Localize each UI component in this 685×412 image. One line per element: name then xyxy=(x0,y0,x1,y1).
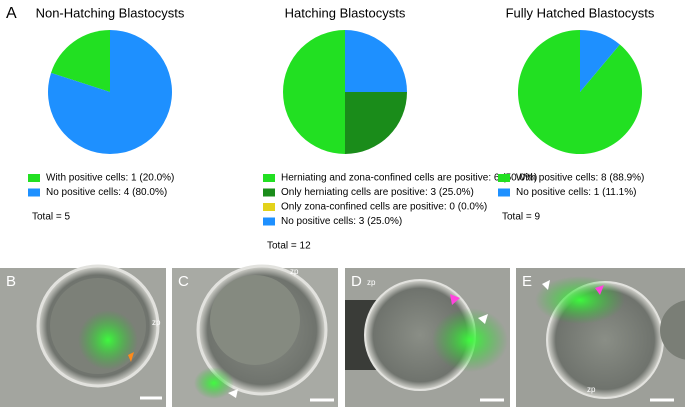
total-note: Total = 5 xyxy=(32,212,71,223)
total-note: Total = 12 xyxy=(267,241,311,252)
zp-label: zp xyxy=(587,385,596,394)
micrograph-c xyxy=(172,264,338,407)
micrograph-b xyxy=(0,264,166,407)
legend-swatch xyxy=(263,188,275,197)
pie-slice xyxy=(345,92,407,154)
pie-slice xyxy=(48,30,172,154)
chart-title: Fully Hatched Blastocysts xyxy=(506,5,655,20)
micrograph-e xyxy=(516,268,685,407)
panel-label: D xyxy=(351,273,362,290)
panel-label: C xyxy=(178,273,189,290)
chart-title: Hatching Blastocysts xyxy=(285,5,406,20)
legend-swatch xyxy=(263,217,275,226)
legend-label: No positive cells: 3 (25.0%) xyxy=(281,216,402,227)
legend-swatch xyxy=(263,203,275,211)
pie-slice xyxy=(283,30,345,154)
legend-label: Only zona-confined cells are positive: 0… xyxy=(281,202,487,213)
zp-label: zp xyxy=(152,318,161,327)
legend-swatch xyxy=(498,174,510,182)
zp-label: zp xyxy=(290,267,299,276)
chart-title: Non-Hatching Blastocysts xyxy=(36,5,185,20)
panel-label: E xyxy=(522,273,532,290)
legend-swatch xyxy=(28,174,40,182)
legend-label: With positive cells: 1 (20.0%) xyxy=(46,173,174,184)
legend-label: With positive cells: 8 (88.9%) xyxy=(516,173,644,184)
panel-label: A xyxy=(6,5,17,22)
legend-label: Only herniating cells are positive: 3 (2… xyxy=(281,187,474,198)
legend-label: No positive cells: 4 (80.0%) xyxy=(46,187,167,198)
legend-swatch xyxy=(263,174,275,182)
pie-slice xyxy=(345,30,407,92)
zp-label: zp xyxy=(367,278,376,287)
legend-swatch xyxy=(28,188,40,197)
micrograph-d xyxy=(345,268,510,407)
pie-slice xyxy=(51,30,110,92)
legend-label: Herniating and zona-confined cells are p… xyxy=(281,173,537,184)
panel-label: B xyxy=(6,273,16,290)
total-note: Total = 9 xyxy=(502,212,541,223)
pie-slice xyxy=(580,30,620,92)
legend-swatch xyxy=(498,188,510,197)
legend-label: No positive cells: 1 (11.1%) xyxy=(516,187,636,198)
